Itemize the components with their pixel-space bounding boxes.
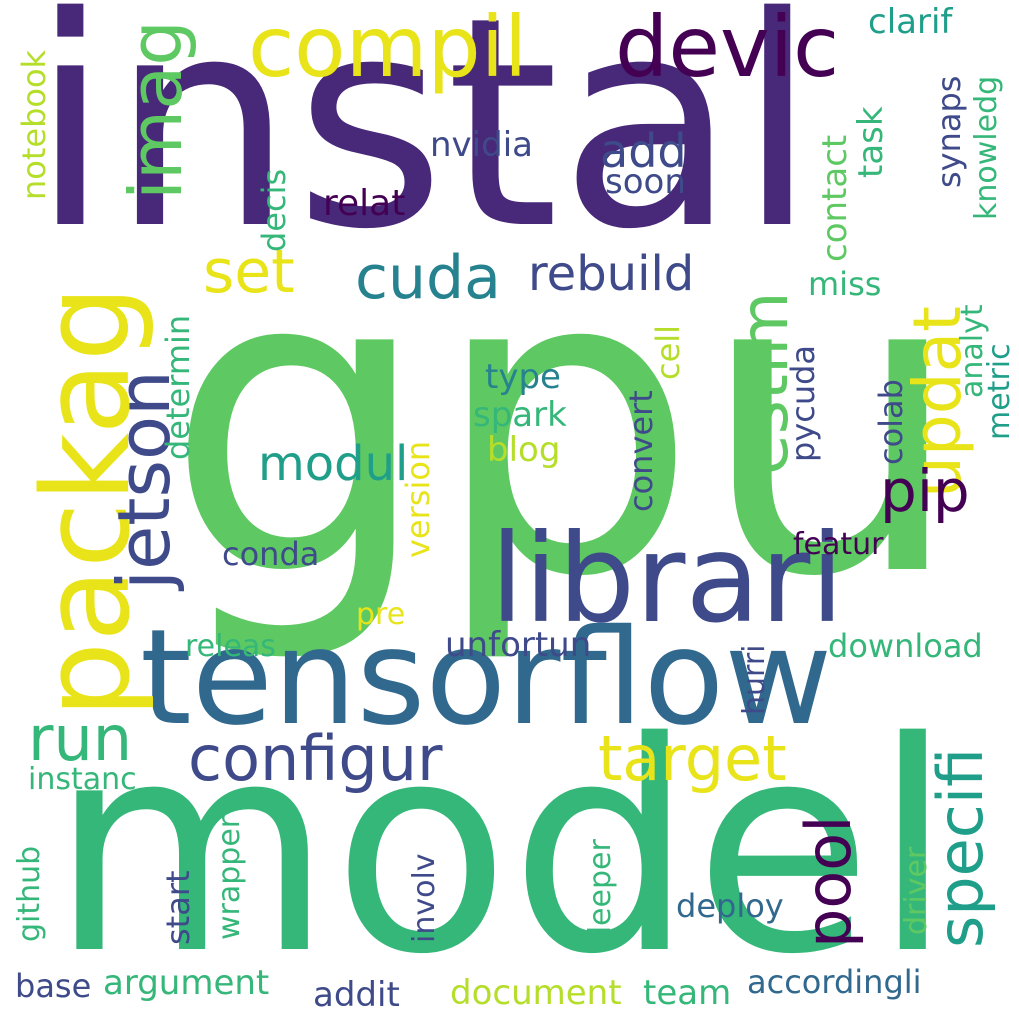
word-cuda: cuda [355, 243, 501, 313]
word-gpu: gpu [165, 180, 965, 669]
word-add: add [600, 124, 687, 178]
word-spark: spark [473, 395, 567, 435]
word-cell: cell [649, 324, 687, 380]
word-modul: modul [258, 436, 409, 492]
word-synaps: synaps [930, 75, 968, 188]
word-driver: driver [899, 846, 934, 935]
word-conda: conda [222, 535, 320, 573]
word-miss: miss [808, 265, 882, 303]
word-nvidia: nvidia [430, 125, 533, 165]
word-contact: contact [815, 134, 855, 262]
word-devic: devic [615, 0, 840, 96]
word-team: team [643, 973, 732, 1013]
word-deeper: deeper [583, 839, 618, 945]
word-colab: colab [872, 379, 910, 465]
word-task: task [851, 106, 891, 178]
word-imag: imag [114, 20, 198, 200]
word-pool: pool [792, 815, 865, 948]
word-wrapper: wrapper [212, 815, 247, 940]
word-deploy: deploy [676, 887, 784, 925]
word-run: run [28, 702, 133, 775]
word-type: type [485, 357, 561, 397]
word-argument: argument [103, 963, 270, 1003]
word-rebuild: rebuild [528, 246, 695, 302]
word-relat: relat [323, 183, 406, 224]
word-set: set [203, 237, 295, 307]
word-accordingli: accordingli [747, 963, 922, 1001]
word-target: target [598, 722, 787, 795]
word-unfortun: unfortun [445, 625, 592, 665]
word-configur: configur [188, 722, 443, 795]
word-hurri: hurri [737, 644, 772, 715]
word-instal: instal [30, 0, 818, 293]
word-clarif: clarif [868, 2, 953, 42]
word-convert: convert [622, 390, 660, 512]
word-start: start [159, 870, 197, 945]
word-base: base [15, 967, 92, 1005]
word-download: download [828, 627, 983, 665]
word-specifi: specifi [924, 747, 997, 948]
word-github: github [12, 845, 47, 942]
word-releas: releas [185, 629, 276, 664]
word-pre: pre [356, 597, 406, 632]
word-pip: pip [880, 457, 970, 525]
word-compil: compil [248, 0, 528, 96]
word-knowledg: knowledg [969, 75, 1004, 220]
word-featur: featur [793, 527, 884, 562]
word-blog: blog [487, 430, 561, 470]
word-librari: librari [490, 508, 845, 650]
word-instanc: instanc [28, 762, 137, 797]
word-version: version [399, 440, 437, 558]
word-involv: involv [407, 853, 442, 943]
word-model: model [50, 681, 953, 1018]
word-determin: determin [159, 314, 197, 460]
word-tensorflow: tensorflow [140, 601, 833, 755]
word-decis: decis [255, 168, 293, 252]
word-metric: metric [982, 343, 1017, 440]
word-document: document [450, 973, 622, 1013]
word-soon: soon [605, 162, 686, 202]
word-addit: addit [313, 975, 400, 1015]
word-pycuda: pycuda [784, 344, 822, 462]
word-notebook: notebook [15, 49, 53, 200]
